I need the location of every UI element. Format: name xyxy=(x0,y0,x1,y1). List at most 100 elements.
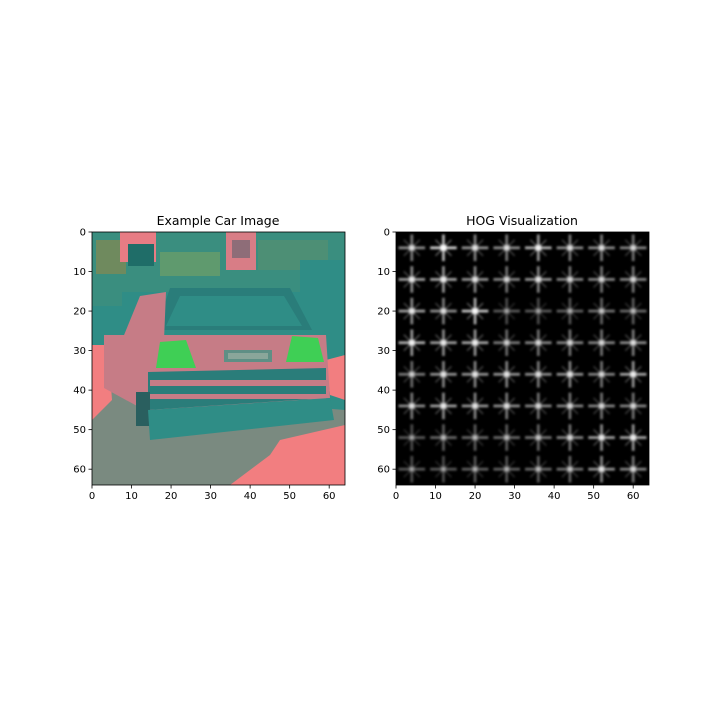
hog-cell xyxy=(493,266,520,293)
hog-cell xyxy=(493,329,520,356)
hog-cell xyxy=(430,266,457,293)
hog-cell xyxy=(398,392,426,420)
hog-cell xyxy=(556,297,584,325)
hog-cell xyxy=(525,392,552,420)
hog-x-tick-label: 50 xyxy=(587,491,600,502)
hog-cell xyxy=(493,392,520,420)
hog-cell xyxy=(525,266,552,293)
hog-cell xyxy=(493,234,520,262)
hog-cell xyxy=(588,234,615,262)
car-image-frame xyxy=(91,231,346,486)
hog-cell xyxy=(430,424,457,451)
car-image-x-tick-label: 10 xyxy=(125,491,138,502)
car-image-y-tick-label: 10 xyxy=(73,267,86,278)
hog-cell xyxy=(619,424,647,451)
hog-cell xyxy=(493,297,520,325)
hog-cell xyxy=(493,455,520,483)
car-image-panel: Example Car Image xyxy=(73,213,346,503)
hog-cell xyxy=(525,361,552,388)
hog-cell xyxy=(556,266,584,293)
hog-cell xyxy=(461,392,489,420)
hog-y-tick-label: 30 xyxy=(377,346,390,357)
car-image-title: Example Car Image xyxy=(157,213,280,228)
hog-cell xyxy=(619,234,647,262)
hog-cell xyxy=(461,455,489,483)
hog-cell xyxy=(619,392,647,420)
hog-cell xyxy=(619,297,647,325)
hog-cell xyxy=(461,266,489,293)
hog-y-tick-label: 40 xyxy=(377,386,390,397)
hog-x-tick-label: 30 xyxy=(508,491,521,502)
hog-cell xyxy=(619,329,647,356)
hog-cell xyxy=(556,234,584,262)
hog-cell xyxy=(556,329,584,356)
hog-cell xyxy=(493,361,520,388)
hog-cell xyxy=(398,297,426,325)
hog-y-tick-label: 50 xyxy=(377,425,390,436)
hog-cell xyxy=(588,424,615,451)
hog-cell xyxy=(430,297,457,325)
hog-cell xyxy=(556,455,584,483)
car-image-y-tick-label: 0 xyxy=(80,228,86,239)
hog-x-tick-label: 10 xyxy=(429,491,442,502)
hog-cell xyxy=(525,424,552,451)
hog-y-tick-label: 60 xyxy=(377,465,390,476)
hog-cell xyxy=(398,455,426,483)
hog-cell xyxy=(430,234,457,262)
hog-cell xyxy=(398,361,426,388)
hog-y-tick-label: 10 xyxy=(377,267,390,278)
hog-cell xyxy=(461,234,489,262)
car-image-x-tick-label: 30 xyxy=(204,491,217,502)
hog-panel: HOG Visualization 0 10 20 30 40 50 60 0 10 20 30 40… xyxy=(377,213,650,503)
hog-cell xyxy=(430,329,457,356)
hog-cell xyxy=(430,392,457,420)
car-image-axes: 0 10 20 30 40 50 60 0 10 20 30 40 50 60 xyxy=(73,228,335,503)
car-image-y-tick-label: 50 xyxy=(73,425,86,436)
hog-cell xyxy=(398,234,426,262)
hog-cell xyxy=(493,424,520,451)
hog-cell xyxy=(525,455,552,483)
car-image-x-tick-label: 40 xyxy=(244,491,257,502)
hog-cell xyxy=(461,361,489,388)
car-image-x-tick-label: 50 xyxy=(283,491,296,502)
hog-axes: 0 10 20 30 40 50 60 0 10 20 30 40 50 60 xyxy=(377,228,639,503)
hog-cell xyxy=(619,266,647,293)
hog-cell xyxy=(398,424,426,451)
hog-x-tick-label: 60 xyxy=(627,491,640,502)
hog-cell xyxy=(556,361,584,388)
hog-cell xyxy=(588,329,615,356)
hog-y-tick-label: 0 xyxy=(384,228,390,239)
hog-cell xyxy=(398,266,426,293)
hog-cell xyxy=(556,392,584,420)
car-image-x-tick-label: 60 xyxy=(323,491,336,502)
hog-frame xyxy=(395,231,650,486)
car-image-y-tick-label: 60 xyxy=(73,465,86,476)
hog-image xyxy=(396,232,649,485)
hog-cell xyxy=(588,266,615,293)
hog-x-tick-label: 20 xyxy=(469,491,482,502)
hog-cell xyxy=(588,455,615,483)
hog-cell xyxy=(398,329,426,356)
hog-cell xyxy=(588,297,615,325)
hog-cell xyxy=(430,455,457,483)
hog-cell xyxy=(461,424,489,451)
hog-cell xyxy=(588,392,615,420)
hog-cell xyxy=(525,329,552,356)
hog-cell xyxy=(619,361,647,388)
hog-cell xyxy=(556,424,584,451)
car-image-y-tick-label: 40 xyxy=(73,386,86,397)
car-image-x-tick-label: 0 xyxy=(89,491,95,502)
hog-x-tick-label: 0 xyxy=(393,491,399,502)
hog-cell xyxy=(461,329,489,356)
hog-x-tick-label: 40 xyxy=(548,491,561,502)
hog-cell xyxy=(525,297,552,325)
hog-cell xyxy=(461,297,489,325)
hog-cell xyxy=(430,361,457,388)
hog-title: HOG Visualization xyxy=(466,213,578,228)
car-image-y-tick-label: 30 xyxy=(73,346,86,357)
hog-cell xyxy=(619,455,647,483)
car-image-x-tick-label: 20 xyxy=(165,491,178,502)
hog-cell xyxy=(588,361,615,388)
car-image xyxy=(92,232,345,485)
